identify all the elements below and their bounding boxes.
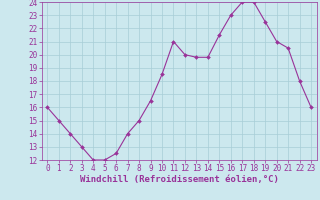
X-axis label: Windchill (Refroidissement éolien,°C): Windchill (Refroidissement éolien,°C) — [80, 175, 279, 184]
